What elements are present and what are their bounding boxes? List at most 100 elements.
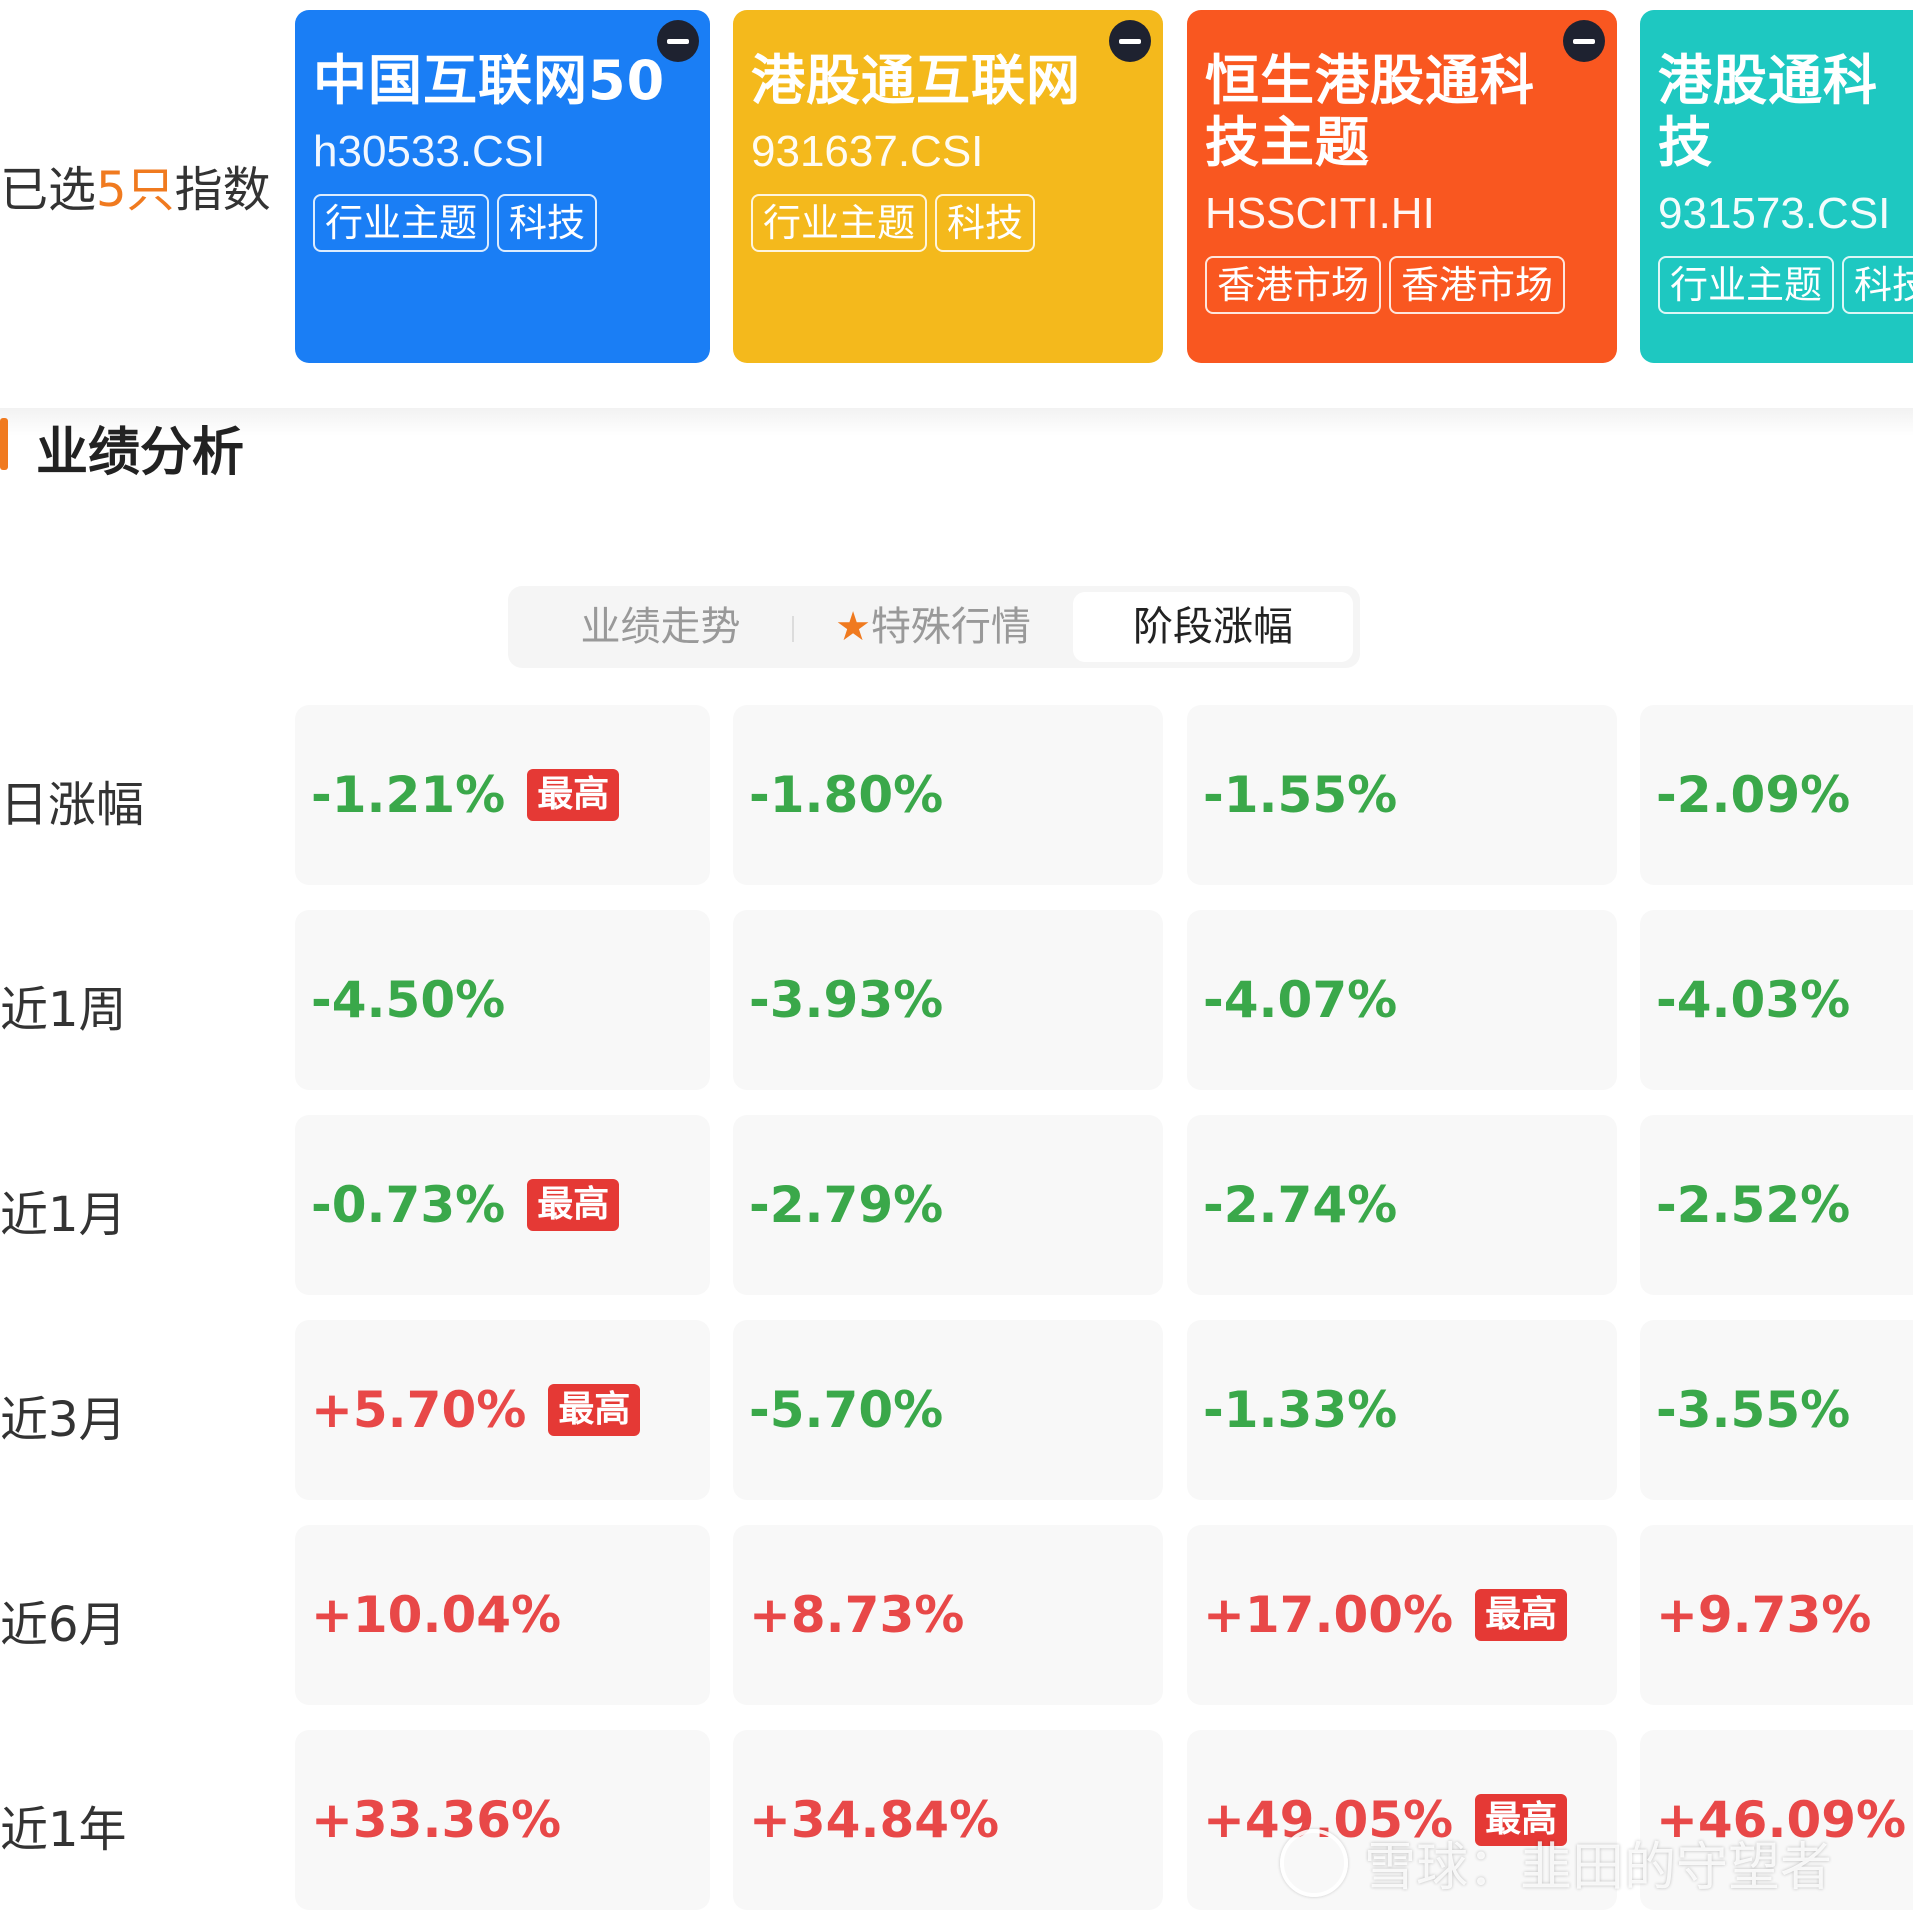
index-card-2[interactable]: 港股通互联网 931637.CSI 行业主题 科技 [733,10,1163,363]
return-value: -2.79% [749,1176,944,1234]
return-cell: -4.50% [295,910,710,1090]
return-cell: -5.70% [733,1320,1163,1500]
remove-index-button[interactable] [1563,20,1605,62]
card-name: 恒生港股通科技主题 [1205,49,1535,174]
row-label: 近1年 [0,1802,127,1858]
highest-badge: 最高 [527,1179,620,1231]
return-value: -2.74% [1203,1176,1398,1234]
row-label: 近1周 [0,982,127,1038]
card-tag: 科技 [497,194,598,252]
return-cell: +17.00% 最高 [1187,1525,1617,1705]
highest-badge: 最高 [1475,1794,1568,1846]
return-value: +10.04% [311,1586,562,1644]
tab-label: 阶段涨幅 [1133,604,1293,650]
return-value: -0.73% [311,1176,506,1234]
minus-icon [1119,38,1141,44]
return-value: -4.03% [1656,971,1851,1029]
card-tag: 香港市场 [1389,256,1566,314]
card-tag: 科技 [935,194,1036,252]
card-tags: 行业主题 科技 [751,194,1145,252]
card-tags: 香港市场 香港市场 [1205,256,1599,314]
card-code: 931573.CSI [1658,189,1891,238]
return-value: +5.70% [311,1381,527,1439]
card-name: 港股通互联网 [751,49,1081,112]
return-cell: +9.73% [1640,1525,1913,1705]
return-value: -5.70% [749,1381,944,1439]
return-cell: -2.74% [1187,1115,1617,1295]
return-cell: +10.04% [295,1525,710,1705]
return-value: -3.55% [1656,1381,1851,1439]
tab-bar: 业绩走势 ★特殊行情 阶段涨幅 [508,586,1360,668]
card-name: 港股通科技 [1658,49,1878,174]
tab-divider [792,616,794,642]
return-value: +17.00% [1203,1586,1454,1644]
return-cell: -3.55% [1640,1320,1913,1500]
selected-count-label: 已选5只指数 [0,150,271,220]
return-cell: -1.21% 最高 [295,705,710,885]
return-cell: +46.09% [1640,1730,1913,1910]
index-card-3[interactable]: 恒生港股通科技主题 HSSCITI.HI 香港市场 香港市场 [1187,10,1617,363]
card-tag: 科技 [1842,256,1913,314]
remove-index-button[interactable] [657,20,699,62]
row-label: 日涨幅 [0,777,145,833]
highest-badge: 最高 [548,1384,641,1436]
snowball-logo-icon [1280,1828,1348,1897]
row-label: 近1月 [0,1187,127,1243]
tab-period-returns[interactable]: 阶段涨幅 [1073,592,1353,662]
return-cell: +5.70% 最高 [295,1320,710,1500]
return-value: +46.09% [1656,1791,1907,1849]
return-cell: -2.79% [733,1115,1163,1295]
return-cell: -2.52% [1640,1115,1913,1295]
card-code: HSSCITI.HI [1205,189,1435,238]
highest-badge: 最高 [527,769,620,821]
card-tag: 行业主题 [1658,256,1835,314]
card-code: h30533.CSI [313,127,546,176]
return-value: +9.73% [1656,1586,1872,1644]
return-value: -2.52% [1656,1176,1851,1234]
return-cell: -4.07% [1187,910,1617,1090]
selected-count: 5只 [96,162,175,218]
minus-icon [1573,38,1595,44]
section-divider [0,408,1913,436]
tab-label: 特殊行情 [870,604,1031,650]
tab-label: 业绩走势 [580,604,741,650]
tab-performance-trend[interactable]: 业绩走势 [538,586,783,668]
return-cell: +33.36% [295,1730,710,1910]
section-accent-bar [0,418,8,470]
return-value: -1.21% [311,766,506,824]
return-cell: +49.05% 最高 [1187,1730,1617,1910]
card-code: 931637.CSI [751,127,984,176]
star-icon: ★ [835,604,871,650]
return-cell: -1.33% [1187,1320,1617,1500]
index-card-1[interactable]: 中国互联网50 h30533.CSI 行业主题 科技 [295,10,710,363]
card-name: 中国互联网50 [313,49,666,112]
highest-badge: 最高 [1475,1589,1568,1641]
watermark-text: 雪球：韭田的守望者 [1364,1838,1833,1898]
card-tag: 行业主题 [313,194,490,252]
return-value: -1.33% [1203,1381,1398,1439]
row-label: 近3月 [0,1392,127,1448]
return-cell: +8.73% [733,1525,1163,1705]
watermark: 雪球：韭田的守望者 [1280,1825,1832,1900]
minus-icon [667,38,689,44]
return-cell: +34.84% [733,1730,1163,1910]
return-value: +34.84% [749,1791,1000,1849]
card-tags: 行业主题 科技 [313,194,692,252]
remove-index-button[interactable] [1109,20,1151,62]
return-value: -1.80% [749,766,944,824]
index-card-4[interactable]: 港股通科技 931573.CSI 行业主题 科技 [1640,10,1913,363]
return-value: -4.07% [1203,971,1398,1029]
return-cell: -0.73% 最高 [295,1115,710,1295]
return-value: +33.36% [311,1791,562,1849]
return-cell: -3.93% [733,910,1163,1090]
tab-special-market[interactable]: ★特殊行情 [808,586,1058,668]
return-value: -1.55% [1203,766,1398,824]
return-cell: -1.55% [1187,705,1617,885]
card-tags: 行业主题 科技 [1658,256,1913,314]
card-tag: 行业主题 [751,194,928,252]
return-value: +8.73% [749,1586,965,1644]
return-value: -3.93% [749,971,944,1029]
return-value: -2.09% [1656,766,1851,824]
return-cell: -1.80% [733,705,1163,885]
section-title: 业绩分析 [36,423,245,483]
